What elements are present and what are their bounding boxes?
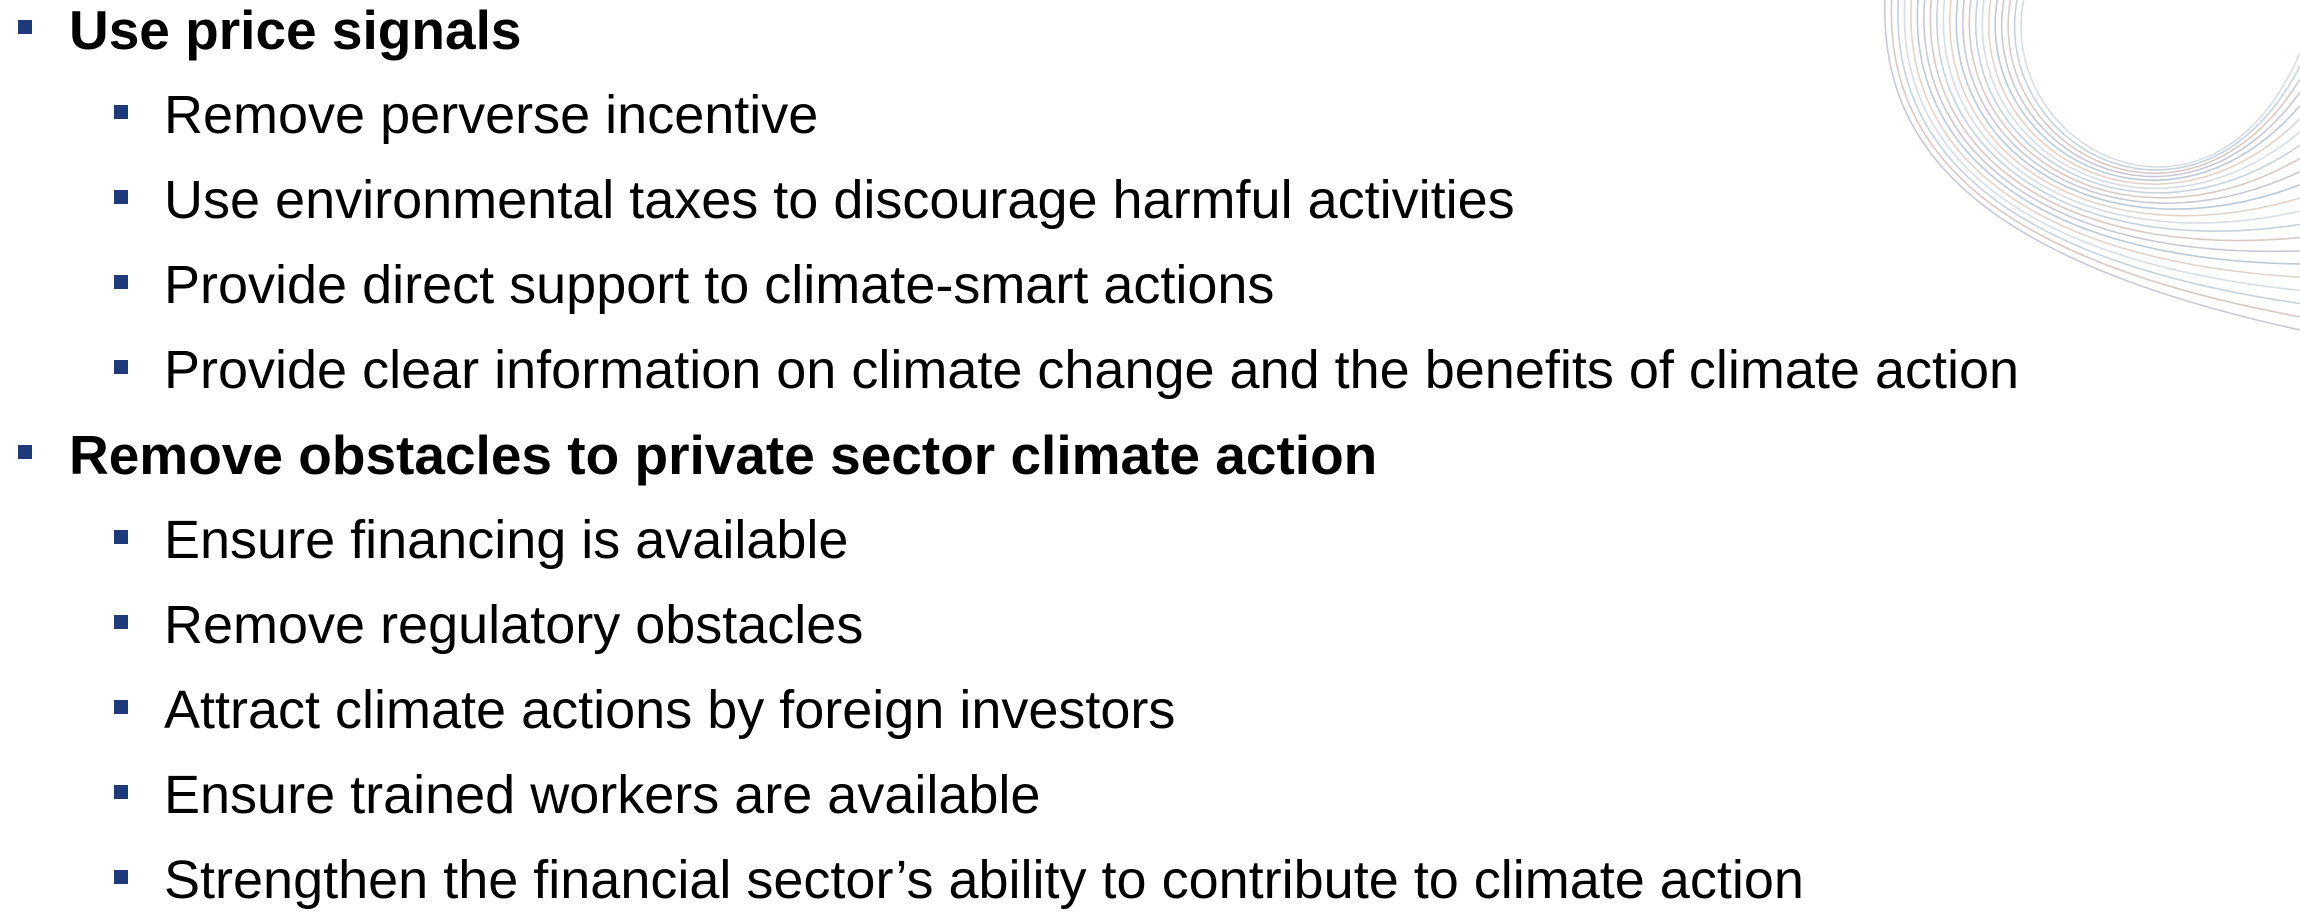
- bullet: [114, 615, 128, 629]
- list-item: Remove regulatory obstacles: [164, 594, 864, 655]
- decor-line: [2007, 0, 2300, 174]
- list-item: Provide direct support to climate-smart …: [164, 254, 1275, 315]
- decor-line: [1988, 0, 2300, 185]
- decor-line: [2001, 0, 2300, 178]
- decor-line: [1994, 0, 2300, 181]
- bullet: [114, 785, 128, 799]
- list-item: Ensure financing is available: [164, 509, 849, 570]
- decor-line: [1962, 0, 2300, 204]
- bullet: [114, 105, 128, 119]
- bullet: [114, 275, 128, 289]
- decor-line: [1981, 0, 2300, 189]
- decor-line: [1968, 0, 2300, 199]
- decor-line: [1897, 0, 2300, 305]
- section-heading: Use price signals: [69, 0, 522, 61]
- bullet: [114, 190, 128, 204]
- bullet: [114, 700, 128, 714]
- decoration: [1884, 0, 2300, 331]
- list-item: Ensure trained workers are available: [164, 764, 1041, 825]
- list-item: Provide clear information on climate cha…: [164, 339, 2020, 400]
- bullet: [114, 870, 128, 884]
- decor-line: [1923, 0, 2300, 253]
- list-item: Attract climate actions by foreign inves…: [164, 679, 1176, 740]
- decor-line: [1890, 0, 2300, 318]
- decor-line: [2020, 0, 2300, 168]
- decor-line: [1929, 0, 2300, 242]
- bullet: [18, 20, 32, 34]
- list-item: Strengthen the financial sector’s abilit…: [164, 849, 1804, 910]
- decor-line: [1975, 0, 2300, 194]
- decor-line: [1949, 0, 2300, 217]
- decor-line: [1884, 0, 2300, 331]
- decor-line: [1910, 0, 2300, 278]
- bullet: [114, 530, 128, 544]
- section-heading: Remove obstacles to private sector clima…: [69, 423, 1378, 486]
- bullet: [18, 445, 32, 459]
- decor-line: [1916, 0, 2300, 265]
- bullet: [114, 360, 128, 374]
- decor-line: [1903, 0, 2300, 292]
- list-item: Remove perverse incentive: [164, 84, 819, 145]
- list-item: Use environmental taxes to discourage ha…: [164, 169, 1515, 230]
- decor-line: [1936, 0, 2300, 232]
- decor-line: [2014, 0, 2300, 171]
- decor-line: [1942, 0, 2300, 224]
- decor-line: [1955, 0, 2300, 210]
